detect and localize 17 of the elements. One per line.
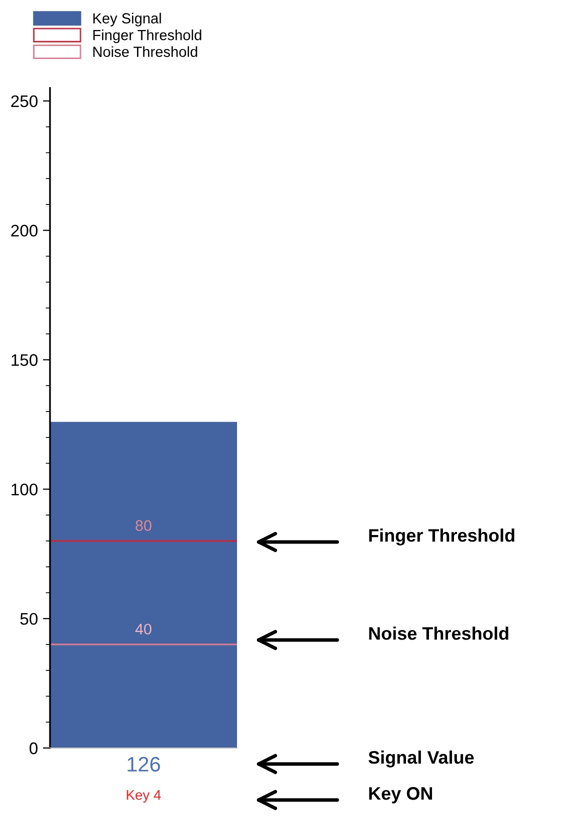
text: Noise Threshold <box>93 46 198 57</box>
text: Finger Threshold <box>369 528 514 546</box>
ref-line-label: 80 <box>136 520 152 531</box>
y-tick-label: 200 <box>11 224 38 237</box>
ref-line-label: 40 <box>135 624 152 635</box>
y-tick-label: 100 <box>12 484 38 496</box>
y-tick-label: 50 <box>20 612 38 625</box>
text: Key ON <box>369 787 432 804</box>
y-tick-label: 250 <box>11 95 38 108</box>
legend-label: Key Signal <box>93 12 161 26</box>
x-tick-label: Key 4 <box>126 790 161 803</box>
text: Finger Threshold <box>93 30 202 44</box>
y-tick-label: 0 <box>30 742 38 754</box>
text: Signal Value <box>368 750 474 768</box>
data-label: 126 <box>128 756 160 772</box>
text: Noise Threshold <box>369 626 508 640</box>
y-tick-label: 150 <box>12 354 38 366</box>
